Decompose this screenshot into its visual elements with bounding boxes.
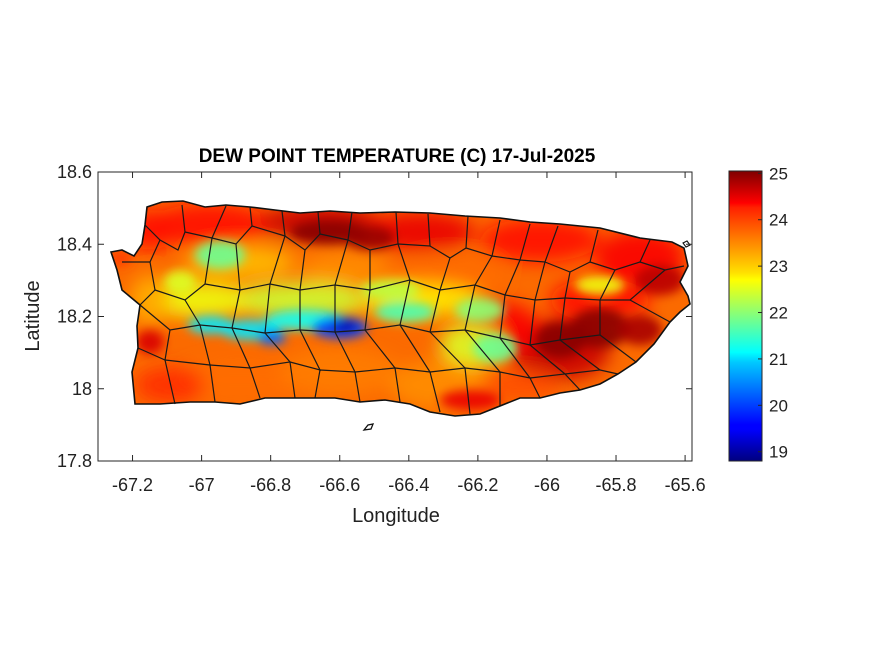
- x-tick-label: -66.8: [250, 475, 291, 495]
- municipality-boundaries: [122, 204, 685, 415]
- municipality-boundary: [211, 206, 253, 245]
- municipality-boundary: [249, 367, 261, 399]
- municipality-boundary: [599, 334, 637, 363]
- x-tick-label: -66.6: [319, 475, 360, 495]
- municipality-boundary: [429, 215, 469, 259]
- colorbar-tick-label: 21: [769, 350, 788, 369]
- y-tick-label: 17.8: [57, 451, 92, 471]
- municipality-boundary: [464, 367, 471, 415]
- municipality-boundary: [354, 371, 361, 403]
- x-tick-label: -66.2: [457, 475, 498, 495]
- y-axis-ticks: 17.8 18 18.2 18.4 18.6: [57, 162, 692, 471]
- municipality-boundary: [284, 211, 321, 251]
- municipality-boundary: [529, 377, 541, 399]
- x-axis-ticks: -67.2 -67 -66.8 -66.6 -66.4 -66.2 -66 -65.8 -65.…: [112, 172, 706, 495]
- y-axis-label: Latitude: [22, 280, 44, 351]
- municipality-boundary: [347, 211, 399, 251]
- colorbar-ticks: 19 20 21 22 23 24 25: [758, 164, 788, 462]
- municipality-boundary: [589, 239, 651, 271]
- colorbar-tick-label: 20: [769, 396, 788, 415]
- municipality-boundary: [394, 367, 401, 403]
- municipality-boundary: [154, 237, 213, 301]
- colorbar-tick-label: 19: [769, 443, 788, 462]
- y-tick-label: 18.4: [57, 234, 92, 254]
- municipality-boundary: [564, 373, 581, 391]
- colorbar: [728, 170, 763, 462]
- x-tick-label: -67.2: [112, 475, 153, 495]
- municipality-boundary: [144, 204, 186, 251]
- x-tick-label: -67: [189, 475, 215, 495]
- colorbar-tick-label: 22: [769, 304, 788, 323]
- municipality-boundary: [139, 299, 201, 331]
- colorbar-tick-label: 24: [769, 211, 788, 230]
- x-tick-label: -66.4: [388, 475, 429, 495]
- municipality-boundary: [164, 359, 176, 405]
- municipality-boundary: [289, 361, 296, 399]
- colorbar-tick-label: 23: [769, 257, 788, 276]
- municipality-boundary: [314, 369, 321, 399]
- x-tick-label: -65.8: [596, 475, 637, 495]
- municipality-boundary: [629, 299, 671, 323]
- municipality-boundary: [544, 229, 599, 273]
- colorbar-tick-label: 25: [769, 164, 788, 183]
- y-tick-label: 18.2: [57, 307, 92, 327]
- y-tick-label: 18.6: [57, 162, 92, 182]
- x-axis-label: Longitude: [352, 505, 440, 527]
- x-tick-label: -66: [534, 475, 560, 495]
- y-tick-label: 18: [72, 379, 92, 399]
- islet: [682, 240, 691, 248]
- x-tick-label: -65.6: [665, 475, 706, 495]
- islet: [362, 423, 375, 431]
- chart-title: DEW POINT TEMPERATURE (C) 17-Jul-2025: [199, 146, 596, 167]
- municipality-boundary: [429, 371, 441, 413]
- island-coastline: [109, 200, 691, 417]
- municipality-boundary: [209, 364, 216, 403]
- municipality-boundary: [599, 369, 619, 375]
